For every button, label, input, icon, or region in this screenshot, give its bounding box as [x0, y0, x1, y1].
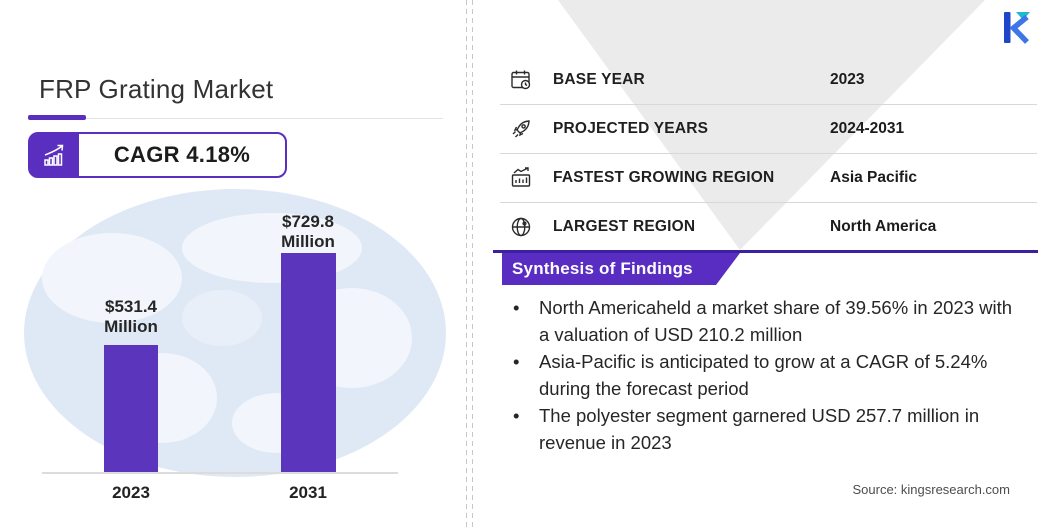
rocket-icon: [508, 116, 534, 142]
bar-2031: [281, 253, 336, 473]
findings-top-accent-line: [493, 250, 1038, 253]
fact-value: 2024-2031: [830, 120, 905, 137]
fact-value: 2023: [830, 71, 865, 88]
fact-label: BASE YEAR: [553, 71, 645, 88]
fact-row-base-year: BASE YEAR 2023: [500, 56, 1037, 105]
cagr-badge: CAGR 4.18%: [28, 132, 287, 178]
fact-row-largest-region: LARGEST REGION North America: [500, 203, 1037, 252]
fact-label: PROJECTED YEARS: [553, 120, 709, 137]
findings-banner: Synthesis of Findings: [502, 253, 740, 285]
page-title: FRP Grating Market: [39, 74, 274, 104]
fact-value: Asia Pacific: [830, 169, 918, 186]
bar-growth-icon: [508, 165, 534, 191]
fact-value: North America: [830, 218, 937, 235]
calendar-icon: [508, 67, 534, 93]
bar-value-label-2023: $531.4 Million: [104, 297, 158, 336]
fact-row-projected-years: PROJECTED YEARS 2024-2031: [500, 105, 1037, 154]
growth-arrow-chart-icon: [30, 134, 79, 176]
source-attribution: Source: kingsresearch.com: [852, 482, 1010, 497]
x-axis-label-2023: 2023: [112, 483, 150, 502]
fact-row-fastest-growing-region: FASTEST GROWING REGION Asia Pacific: [500, 154, 1037, 203]
globe-icon: [508, 214, 534, 240]
fact-label: LARGEST REGION: [553, 218, 696, 235]
chart-baseline: [42, 472, 398, 474]
bar-value-label-2031: $729.8 Million: [281, 212, 335, 251]
bar-2023: [104, 345, 158, 473]
panel-divider-dashed-line: [472, 0, 473, 528]
x-axis-label-2031: 2031: [289, 483, 327, 502]
findings-bullet-list: North Americaheld a market share of 39.5…: [505, 294, 1025, 456]
panel-divider-dashed-line: [466, 0, 467, 528]
key-facts-table: BASE YEAR 2023 PROJECTED YEARS 2024-2031: [500, 56, 1037, 252]
finding-item: The polyester segment garnered USD 257.7…: [505, 402, 1025, 456]
finding-item: North Americaheld a market share of 39.5…: [505, 294, 1025, 348]
findings-title: Synthesis of Findings: [512, 259, 693, 278]
title-underline-accent: [28, 115, 86, 120]
cagr-value: CAGR 4.18%: [113, 142, 251, 167]
finding-item: Asia-Pacific is anticipated to grow at a…: [505, 348, 1025, 402]
kingsresearch-logo: [1004, 10, 1034, 48]
title-underline: [28, 118, 443, 119]
fact-label: FASTEST GROWING REGION: [553, 169, 775, 186]
